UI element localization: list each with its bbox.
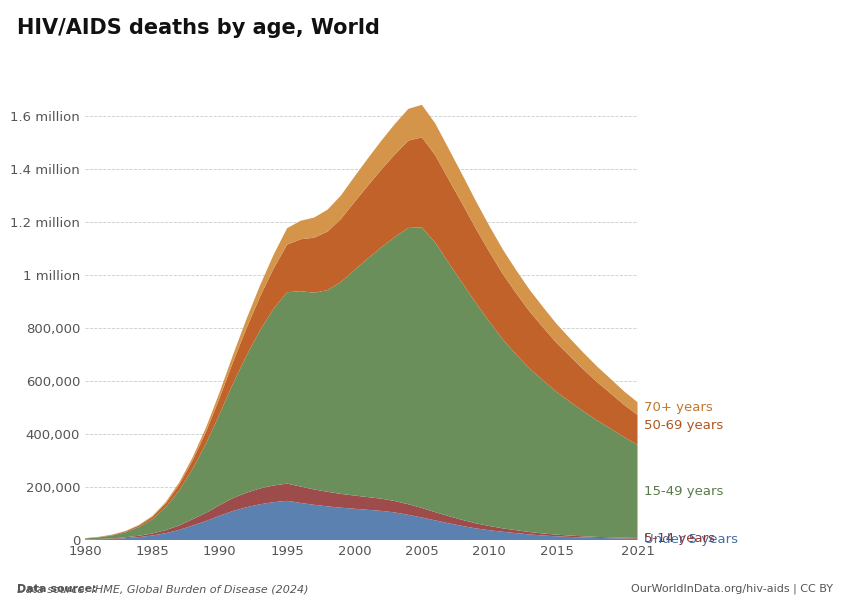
Text: 50-69 years: 50-69 years [644, 419, 723, 433]
Text: 70+ years: 70+ years [644, 401, 713, 414]
Text: Under 5 years: Under 5 years [644, 533, 739, 546]
Text: Our World: Our World [724, 31, 784, 41]
Text: 5-14 years: 5-14 years [644, 532, 716, 545]
Text: Data source:: Data source: [17, 584, 97, 594]
Text: in Data: in Data [733, 49, 775, 59]
Text: Data source: IHME, Global Burden of Disease (2024): Data source: IHME, Global Burden of Dise… [17, 584, 309, 594]
Text: OurWorldInData.org/hiv-aids | CC BY: OurWorldInData.org/hiv-aids | CC BY [631, 583, 833, 594]
Text: 15-49 years: 15-49 years [644, 485, 724, 498]
Text: HIV/AIDS deaths by age, World: HIV/AIDS deaths by age, World [17, 18, 380, 38]
